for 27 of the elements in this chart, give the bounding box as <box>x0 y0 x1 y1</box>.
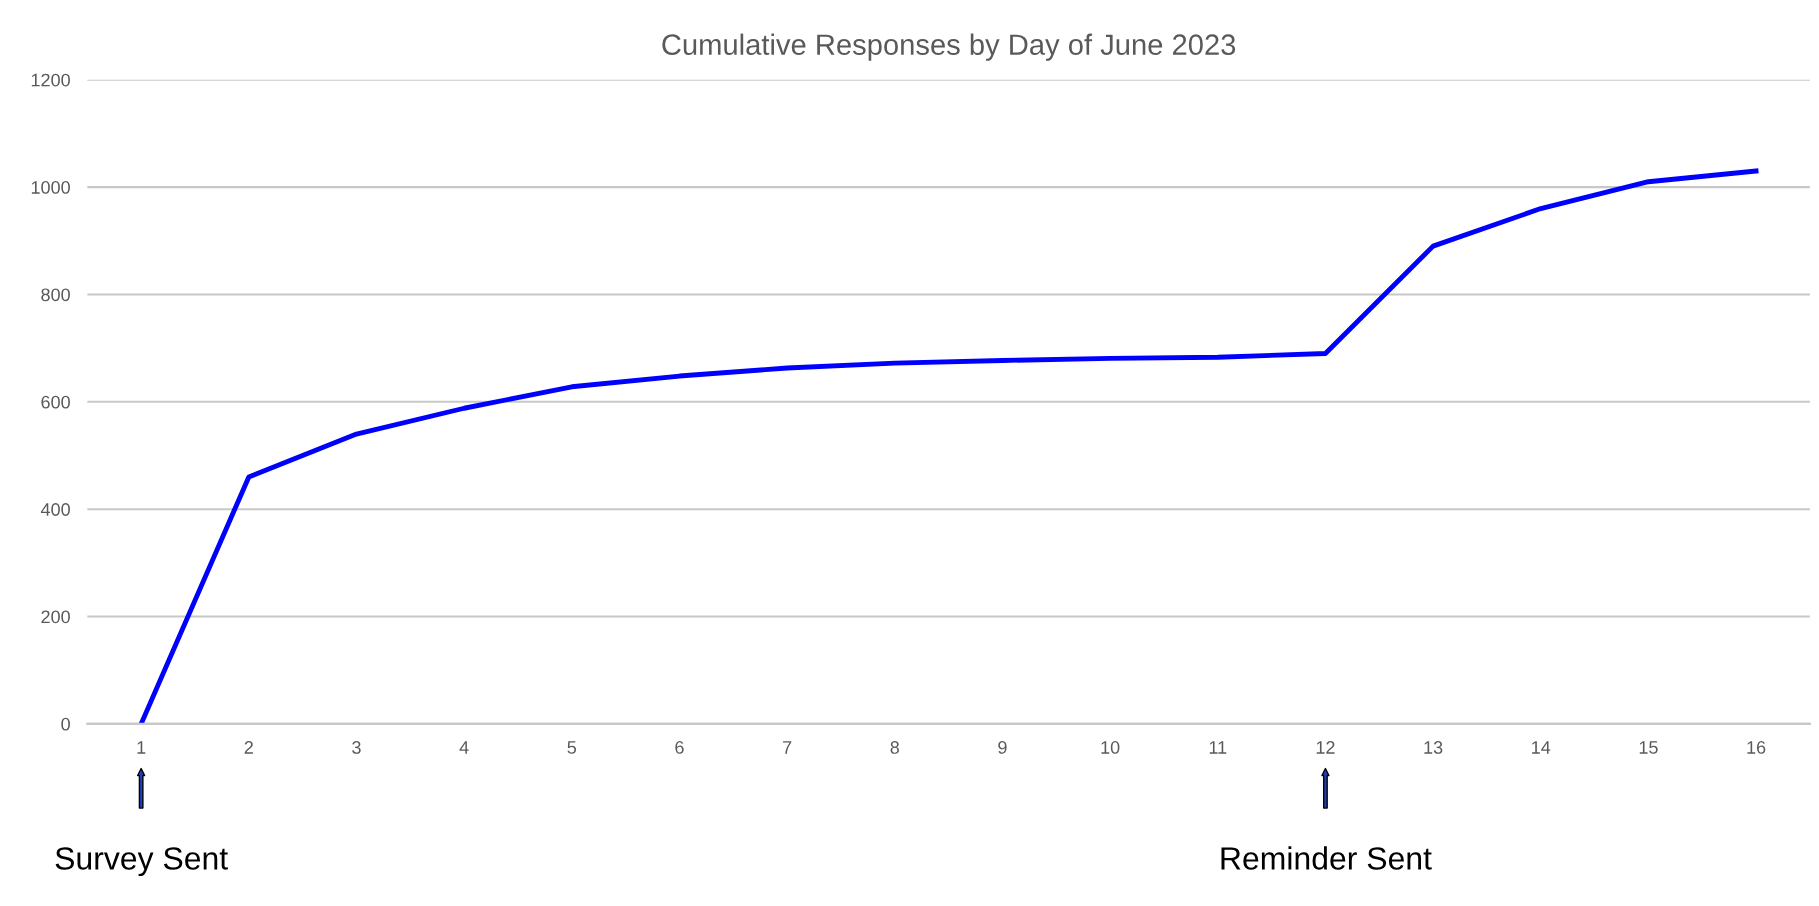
text: Reminder Sent <box>1221 846 1432 870</box>
x-tick-label: 1 <box>137 741 146 754</box>
x-tick-label: 11 <box>1209 741 1227 754</box>
y-tick-label: 200 <box>41 610 70 624</box>
x-tick-label: 7 <box>783 741 792 754</box>
x-tick-label: 6 <box>675 741 684 754</box>
x-tick-label: 8 <box>890 741 900 754</box>
line-series <box>138 168 1759 724</box>
text: Survey Sent <box>55 847 228 877</box>
x-tick-label: 5 <box>567 741 577 754</box>
y-tick-label: 1200 <box>31 73 70 87</box>
x-tick-label: 14 <box>1532 741 1551 754</box>
y-tick-label: 600 <box>41 395 70 409</box>
x-tick-label: 4 <box>459 741 469 754</box>
x-tick-label: 10 <box>1101 741 1120 754</box>
y-tick-label: 0 <box>61 717 70 731</box>
x-tick-label: 2 <box>244 741 253 754</box>
x-tick-label: 9 <box>998 741 1007 754</box>
x-tick-label: 12 <box>1316 741 1335 754</box>
x-tick-label: 3 <box>352 741 361 754</box>
chart-title: Cumulative Responses by Day of June 2023 <box>662 33 1236 61</box>
x-tick-label: 15 <box>1639 741 1658 754</box>
y-tick-label: 1000 <box>31 181 70 194</box>
y-tick-label: 800 <box>41 288 70 302</box>
x-tick-label: 16 <box>1747 741 1766 754</box>
x-tick-label: 13 <box>1424 741 1443 754</box>
y-tick-label: 400 <box>40 503 70 516</box>
